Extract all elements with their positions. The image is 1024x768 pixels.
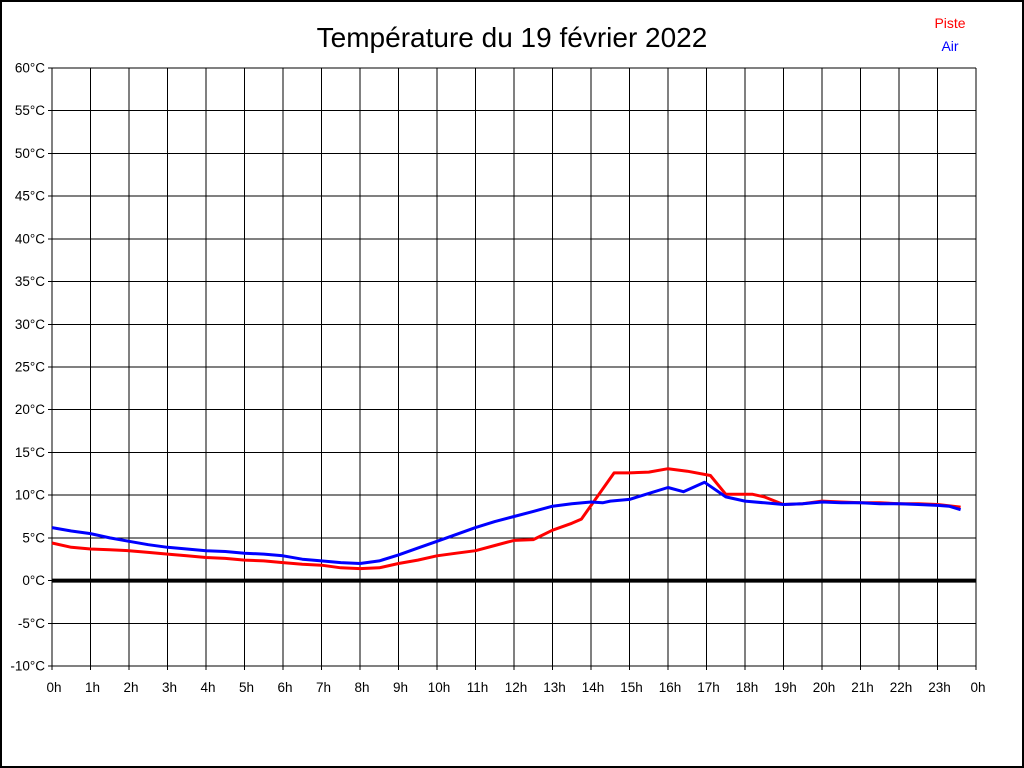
svg-text:13h: 13h [543, 680, 566, 695]
svg-text:20h: 20h [813, 680, 836, 695]
svg-text:8h: 8h [354, 680, 369, 695]
svg-text:40°C: 40°C [15, 231, 45, 246]
svg-text:4h: 4h [200, 680, 215, 695]
svg-text:20°C: 20°C [15, 402, 45, 417]
svg-text:45°C: 45°C [15, 189, 45, 204]
svg-text:7h: 7h [316, 680, 331, 695]
series-line-air [51, 480, 962, 565]
svg-text:9h: 9h [393, 680, 408, 695]
svg-text:18h: 18h [736, 680, 759, 695]
svg-text:1h: 1h [85, 680, 100, 695]
svg-text:-10°C: -10°C [10, 659, 45, 674]
svg-text:19h: 19h [774, 680, 797, 695]
svg-text:15h: 15h [620, 680, 643, 695]
legend-label-air: Air [941, 38, 959, 54]
svg-text:5°C: 5°C [22, 530, 45, 545]
svg-text:6h: 6h [277, 680, 292, 695]
svg-text:22h: 22h [890, 680, 913, 695]
svg-text:10h: 10h [428, 680, 451, 695]
chart-title: Température du 19 février 2022 [316, 22, 708, 53]
svg-text:3h: 3h [162, 680, 177, 695]
svg-text:23h: 23h [928, 680, 951, 695]
svg-text:55°C: 55°C [15, 103, 45, 118]
svg-text:14h: 14h [582, 680, 605, 695]
svg-text:0h: 0h [970, 680, 985, 695]
svg-text:0h: 0h [46, 680, 61, 695]
svg-text:60°C: 60°C [15, 61, 45, 76]
svg-text:17h: 17h [697, 680, 720, 695]
svg-text:15°C: 15°C [15, 445, 45, 460]
svg-text:5h: 5h [239, 680, 254, 695]
svg-text:50°C: 50°C [15, 146, 45, 161]
svg-text:11h: 11h [467, 680, 489, 695]
svg-text:25°C: 25°C [15, 360, 45, 375]
svg-text:21h: 21h [851, 680, 874, 695]
svg-text:0°C: 0°C [22, 573, 45, 588]
svg-text:12h: 12h [505, 680, 528, 695]
svg-text:2h: 2h [123, 680, 138, 695]
legend-label-piste: Piste [934, 15, 966, 31]
chart-legend: Piste Air [910, 12, 990, 58]
svg-text:35°C: 35°C [15, 274, 45, 289]
svg-text:16h: 16h [659, 680, 682, 695]
svg-text:10°C: 10°C [15, 488, 45, 503]
svg-text:30°C: 30°C [15, 317, 45, 332]
svg-text:-5°C: -5°C [18, 616, 45, 631]
